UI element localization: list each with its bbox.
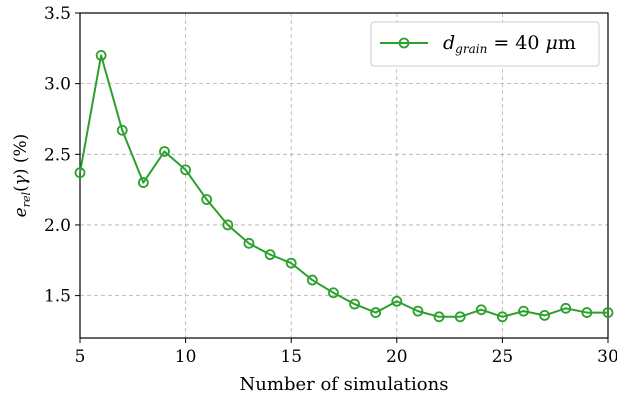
data-point (243, 237, 255, 249)
y-tick-label: 3.0 (44, 75, 71, 95)
y-tick-label: 1.5 (44, 287, 71, 307)
axis-ticks: 5 10 15 20 25 30 1.5 2.0 2.5 3.0 3.5 (44, 4, 617, 367)
x-tick-label: 30 (597, 347, 617, 367)
data-point (116, 124, 128, 136)
legend: dgrain = 40 μm (370, 21, 600, 67)
data-point (370, 307, 382, 318)
y-tick-label: 2.0 (44, 216, 71, 236)
data-point (602, 307, 614, 318)
series-line (79, 54, 608, 318)
data-point (74, 167, 86, 179)
legend-marker-swatch (398, 37, 410, 49)
data-point (518, 305, 529, 317)
data-point (180, 164, 192, 176)
data-point (306, 274, 318, 286)
data-point (222, 219, 234, 231)
data-point (391, 295, 403, 307)
data-point (137, 177, 149, 188)
x-axis-label: Number of simulations (240, 374, 449, 395)
x-tick-label: 5 (75, 347, 86, 367)
series-layer (74, 49, 614, 323)
data-point (454, 311, 466, 323)
data-point (433, 311, 445, 323)
plot-area-frame (79, 12, 609, 339)
data-point (349, 298, 360, 310)
data-point (539, 309, 551, 321)
legend-entry-label: dgrain = 40 μm (443, 32, 576, 56)
data-point (560, 302, 572, 314)
legend-box (370, 21, 600, 67)
data-point (475, 304, 487, 316)
x-tick-label: 25 (492, 347, 514, 367)
y-axis-label: erel(γ) (%) (11, 134, 33, 218)
data-point (95, 49, 107, 61)
y-tick-label: 2.5 (44, 145, 71, 165)
x-tick-label: 10 (175, 347, 197, 367)
data-point (496, 311, 508, 323)
data-point (285, 257, 297, 269)
x-tick-label: 15 (280, 347, 302, 367)
data-point (581, 307, 593, 318)
data-point (264, 249, 276, 261)
y-tick-label: 3.5 (44, 4, 71, 24)
data-point (328, 287, 339, 299)
data-point (201, 194, 213, 205)
data-point (412, 305, 424, 317)
x-tick-label: 20 (386, 347, 408, 367)
data-point (159, 146, 170, 157)
